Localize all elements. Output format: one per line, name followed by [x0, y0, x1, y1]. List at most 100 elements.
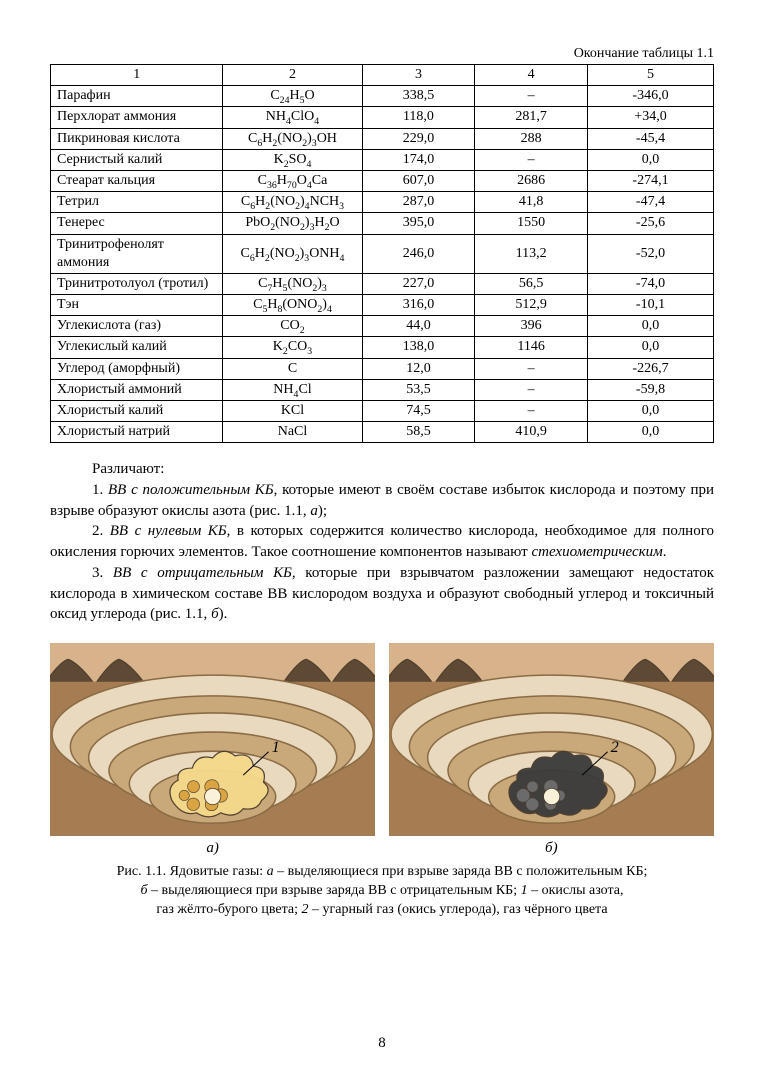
table-cell: 58,5	[362, 422, 475, 443]
p1-end: );	[318, 503, 327, 519]
table-cell: 246,0	[362, 234, 475, 273]
table-cell: NaCl	[223, 422, 362, 443]
table-cell: 44,0	[362, 316, 475, 337]
table-cell: –	[475, 379, 588, 400]
table-cell: Сернистый калий	[51, 149, 223, 170]
p3-end: ).	[219, 606, 228, 622]
table-cell: -10,1	[588, 295, 714, 316]
table-cell: KCl	[223, 401, 362, 422]
para-1: 1. ВВ с положительным КБ, которые имеют …	[50, 480, 714, 521]
table-cell: 316,0	[362, 295, 475, 316]
table-cell: CO2	[223, 316, 362, 337]
table-cell: 118,0	[362, 107, 475, 128]
table-cell: 338,5	[362, 86, 475, 107]
table-cell: Хлористый калий	[51, 401, 223, 422]
p1-term: ВВ с положительным КБ	[108, 482, 274, 498]
table-cell: 41,8	[475, 192, 588, 213]
table-cell: Парафин	[51, 86, 223, 107]
table-cell: 1550	[475, 213, 588, 234]
table-cell: 0,0	[588, 401, 714, 422]
table-cell: 56,5	[475, 273, 588, 294]
table-cell: 512,9	[475, 295, 588, 316]
table-cell: -346,0	[588, 86, 714, 107]
table-row: ПарафинC24H5O338,5–-346,0	[51, 86, 714, 107]
table-row: Углерод (аморфный)C12,0–-226,7	[51, 358, 714, 379]
header-cell: 1	[51, 65, 223, 86]
p1-ref: а	[310, 503, 318, 519]
cap-1: 1	[521, 883, 528, 898]
p2-term: ВВ с нулевым КБ	[110, 523, 227, 539]
figure-a-label: а)	[206, 840, 219, 857]
figure-b-label: б)	[545, 840, 558, 857]
table-cell: -226,7	[588, 358, 714, 379]
p2-end: .	[663, 544, 667, 560]
table-cell: 0,0	[588, 149, 714, 170]
table-cell: Углекислота (газ)	[51, 316, 223, 337]
data-table: 12345ПарафинC24H5O338,5–-346,0Перхлорат …	[50, 64, 714, 443]
header-cell: 4	[475, 65, 588, 86]
table-cell: 74,5	[362, 401, 475, 422]
table-cell: 138,0	[362, 337, 475, 358]
p3-ref: б	[211, 606, 219, 622]
table-row: Углекислота (газ)CO244,03960,0	[51, 316, 714, 337]
table-cell: C6H2(NO2)3ONH4	[223, 234, 362, 273]
table-cell: Хлористый натрий	[51, 422, 223, 443]
para-0: Различают:	[50, 459, 714, 480]
table-cell: 288	[475, 128, 588, 149]
figure-caption: Рис. 1.1. Ядовитые газы: а – выделяющиес…	[50, 863, 714, 920]
table-cell: C36H70O4Ca	[223, 170, 362, 191]
svg-text:1: 1	[272, 738, 280, 756]
table-cell: C6H2(NO2)3OH	[223, 128, 362, 149]
table-cell: 0,0	[588, 316, 714, 337]
table-cell: 287,0	[362, 192, 475, 213]
p2-num: 2.	[92, 523, 110, 539]
p3-num: 3.	[92, 565, 113, 581]
table-cell: Тетрил	[51, 192, 223, 213]
table-caption: Окончание таблицы 1.1	[50, 46, 714, 62]
table-cell: Тринитрофенолят аммония	[51, 234, 223, 273]
cap-b: б	[140, 883, 147, 898]
table-row: ТенересPbO2(NO2)3H2O395,01550-25,6	[51, 213, 714, 234]
table-cell: 227,0	[362, 273, 475, 294]
cap-l3a: газ жёлто-бурого цвета;	[156, 902, 301, 917]
table-cell: K2CO3	[223, 337, 362, 358]
table-cell: 607,0	[362, 170, 475, 191]
table-cell: 1146	[475, 337, 588, 358]
header-cell: 3	[362, 65, 475, 86]
table-cell: C24H5O	[223, 86, 362, 107]
table-cell: -59,8	[588, 379, 714, 400]
table-row: ТэнC5H8(ONO2)4316,0512,9-10,1	[51, 295, 714, 316]
table-row: Углекислый калийK2CO3138,011460,0	[51, 337, 714, 358]
table-cell: -47,4	[588, 192, 714, 213]
table-cell: NH4ClO4	[223, 107, 362, 128]
table-row: Стеарат кальцияC36H70O4Ca607,02686-274,1	[51, 170, 714, 191]
table-row: Хлористый калийKCl74,5–0,0	[51, 401, 714, 422]
header-cell: 5	[588, 65, 714, 86]
table-cell: C5H8(ONO2)4	[223, 295, 362, 316]
table-cell: -274,1	[588, 170, 714, 191]
table-cell: 0,0	[588, 422, 714, 443]
table-cell: C7H5(NO2)3	[223, 273, 362, 294]
cap-at: – выделяющиеся при взрыве заряда ВВ с по…	[274, 864, 648, 879]
table-cell: +34,0	[588, 107, 714, 128]
p3-term: ВВ с отрицательным КБ	[113, 565, 292, 581]
p1-num: 1.	[92, 482, 108, 498]
table-row: Тринитрофенолят аммонияC6H2(NO2)3ONH4246…	[51, 234, 714, 273]
table-row: Тринитротолуол (тротил)C7H5(NO2)3227,056…	[51, 273, 714, 294]
page-number: 8	[0, 1035, 764, 1052]
p2-term2: стехиометрическим	[531, 544, 662, 560]
table-cell: Стеарат кальция	[51, 170, 223, 191]
table-row: Пикриновая кислотаC6H2(NO2)3OH229,0288-4…	[51, 128, 714, 149]
quarry-illustration-a: 1	[50, 643, 375, 836]
table-cell: Пикриновая кислота	[51, 128, 223, 149]
table-cell: 0,0	[588, 337, 714, 358]
table-cell: Углекислый калий	[51, 337, 223, 358]
table-cell: NH4Cl	[223, 379, 362, 400]
table-cell: -52,0	[588, 234, 714, 273]
table-cell: 12,0	[362, 358, 475, 379]
svg-text:2: 2	[610, 738, 618, 756]
table-cell: 53,5	[362, 379, 475, 400]
table-cell: 113,2	[475, 234, 588, 273]
table-cell: Перхлорат аммония	[51, 107, 223, 128]
cap-2t: – угарный газ (окись углерода), газ чёрн…	[308, 902, 607, 917]
